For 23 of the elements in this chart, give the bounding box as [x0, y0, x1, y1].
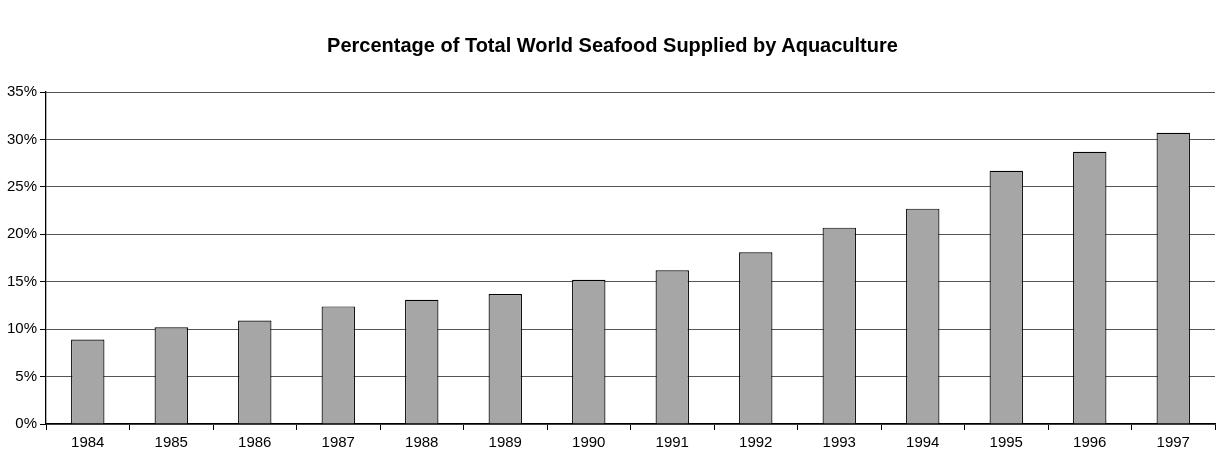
x-tick-label: 1986 — [238, 433, 272, 451]
x-tick-label: 1988 — [405, 433, 439, 451]
y-tick-label: 0% — [15, 414, 38, 432]
y-tick-label: 35% — [6, 82, 38, 100]
chart-title: Percentage of Total World Seafood Supplied by Aquaculture — [326, 34, 899, 57]
x-tick-label: 1992 — [739, 433, 773, 451]
x-tick-label: 1995 — [989, 433, 1023, 451]
x-tick-label: 1993 — [822, 433, 856, 451]
y-tick-label: 5% — [15, 366, 38, 384]
y-tick-label: 10% — [6, 319, 38, 337]
x-tick-label: 1984 — [71, 433, 105, 451]
y-tick-label: 15% — [6, 271, 38, 289]
x-tick-label: 1996 — [1073, 433, 1107, 451]
x-tick-label: 1990 — [572, 433, 606, 451]
y-tick-label: 20% — [6, 224, 38, 242]
y-tick-label: 30% — [6, 129, 38, 147]
x-tick-label: 1994 — [906, 433, 940, 451]
x-tick-label: 1997 — [1156, 433, 1190, 451]
y-tick-label: 25% — [6, 177, 38, 194]
x-tick-label: 1987 — [321, 433, 355, 451]
x-tick-label: 1991 — [655, 433, 689, 451]
x-tick-label: 1985 — [154, 433, 188, 451]
x-tick-label: 1989 — [488, 433, 522, 451]
